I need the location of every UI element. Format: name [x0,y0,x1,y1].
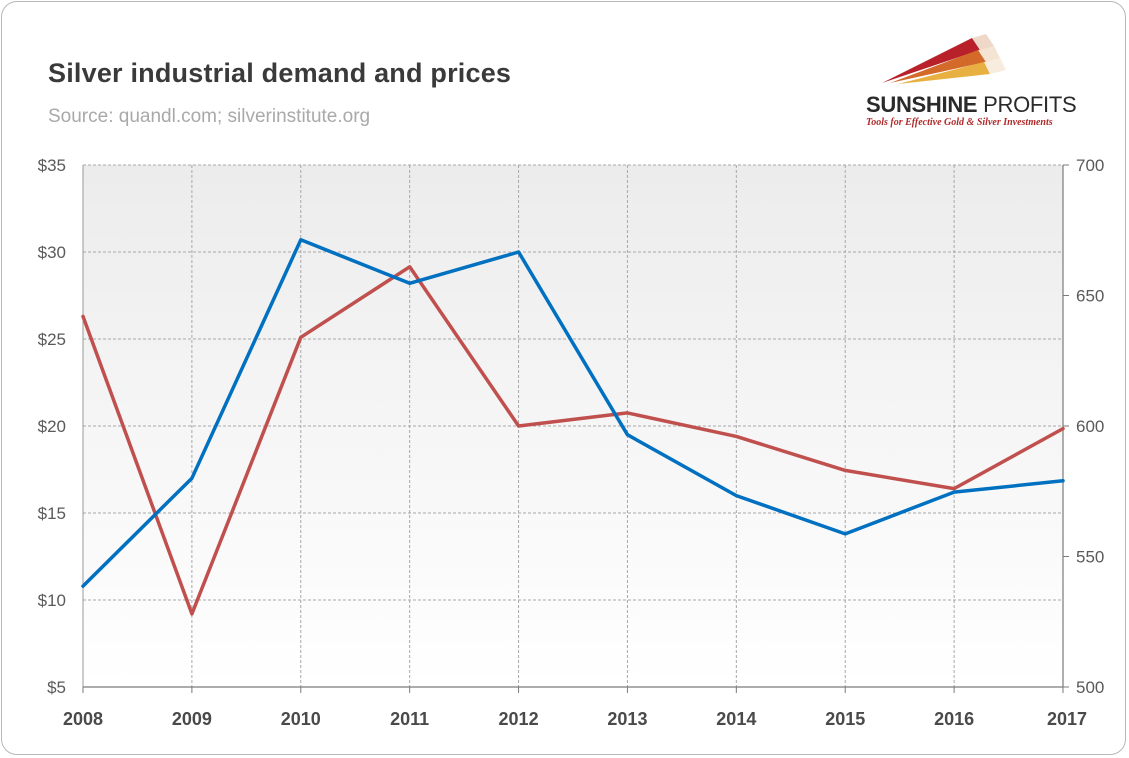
x-axis: 2008 2009 2010 2011 2012 2013 2014 2015 2016 2017 [63,686,1087,729]
x-tick-label: 2017 [1047,709,1087,729]
chart-subtitle: Source: quandl.com; silverinstitute.org [48,106,371,127]
y-left-tick-label: $15 [38,504,66,523]
y-left-tick-label: $35 [38,156,66,175]
y-left-tick-label: $10 [38,591,66,610]
x-tick-label: 2013 [607,709,647,729]
logo-name-light: PROFITS [983,92,1077,117]
x-tick-label: 2012 [499,709,539,729]
logo-tagline: Tools for Effective Gold & Silver Invest… [866,117,1053,128]
logo-name-bold: SUNSHINE [866,92,978,117]
y-right-tick-label: 700 [1076,156,1104,175]
x-tick-label: 2008 [63,709,103,729]
series-line-industrial-demand [81,265,1065,616]
logo-name: SUNSHINE PROFITS [866,92,1077,118]
x-tick-label: 2009 [172,709,212,729]
y-right-tick-label: 650 [1076,287,1104,306]
chart-title: Silver industrial demand and prices [48,58,512,88]
y-left-tick-label: $5 [47,678,66,697]
x-tick-label: 2016 [934,709,974,729]
y-right-tick-label: 500 [1076,678,1104,697]
y-right-tick-label: 600 [1076,417,1104,436]
x-tick-label: 2011 [390,709,429,729]
y-left-tick-label: $20 [38,417,66,436]
x-tick-label: 2014 [716,709,756,729]
y-left-tick-label: $30 [38,243,66,262]
y-axis-left: $35 $30 $25 $20 $15 $10 $5 [38,156,84,697]
x-tick-label: 2010 [281,709,321,729]
y-right-tick-label: 550 [1076,548,1104,567]
sunshine-profits-logo-icon [882,34,1006,84]
y-left-tick-label: $25 [38,330,66,349]
series-lines [81,238,1065,616]
x-tick-label: 2015 [825,709,865,729]
y-axis-right: 700 650 600 550 500 [1062,156,1104,697]
series-line-silver-price [81,238,1065,588]
